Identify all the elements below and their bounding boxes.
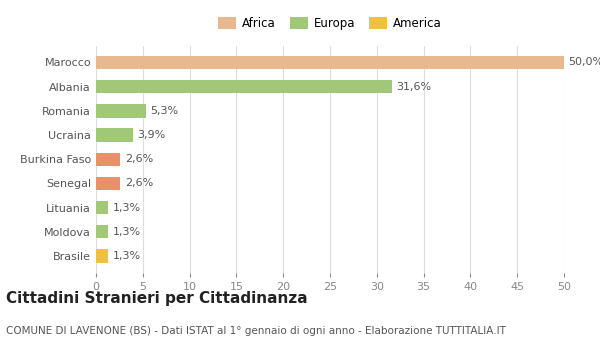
Bar [96,201,108,214]
Text: Cittadini Stranieri per Cittadinanza: Cittadini Stranieri per Cittadinanza [6,290,308,306]
Text: 1,3%: 1,3% [113,251,141,261]
Legend: Africa, Europa, America: Africa, Europa, America [214,13,446,35]
Bar [96,56,564,69]
Text: 31,6%: 31,6% [397,82,431,92]
Text: COMUNE DI LAVENONE (BS) - Dati ISTAT al 1° gennaio di ogni anno - Elaborazione T: COMUNE DI LAVENONE (BS) - Dati ISTAT al … [6,326,506,336]
Text: 1,3%: 1,3% [113,227,141,237]
Text: 2,6%: 2,6% [125,154,153,164]
Text: 3,9%: 3,9% [137,130,166,140]
Bar [96,80,392,93]
Bar [96,249,108,262]
Text: 2,6%: 2,6% [125,178,153,188]
Text: 5,3%: 5,3% [150,106,178,116]
Text: 1,3%: 1,3% [113,203,141,213]
Bar [96,225,108,238]
Text: 50,0%: 50,0% [569,57,600,68]
Bar [96,128,133,142]
Bar [96,104,146,118]
Bar [96,153,121,166]
Bar [96,177,121,190]
